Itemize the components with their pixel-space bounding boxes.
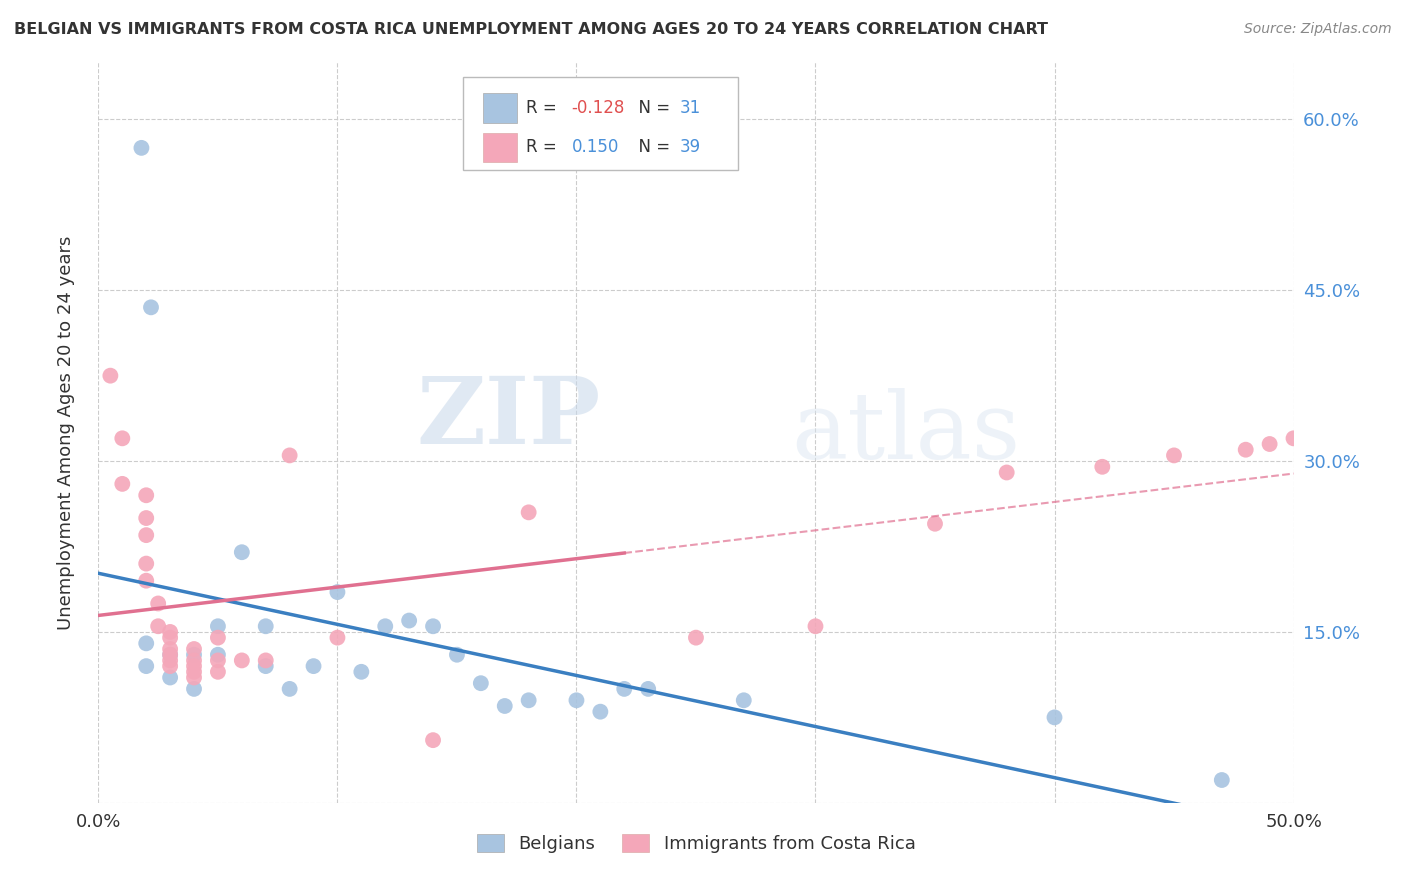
Point: [517, 505, 540, 519]
Point: [183, 653, 205, 667]
Text: BELGIAN VS IMMIGRANTS FROM COSTA RICA UNEMPLOYMENT AMONG AGES 20 TO 24 YEARS COR: BELGIAN VS IMMIGRANTS FROM COSTA RICA UN…: [14, 22, 1047, 37]
Point: [111, 476, 134, 491]
Point: [183, 681, 205, 696]
Point: [565, 693, 588, 707]
Point: [1091, 459, 1114, 474]
Point: [1282, 431, 1305, 445]
Text: N =: N =: [628, 138, 675, 156]
Point: [131, 141, 153, 155]
Point: [924, 516, 946, 531]
Point: [278, 681, 301, 696]
Point: [589, 705, 612, 719]
Point: [494, 698, 516, 713]
Point: [254, 653, 277, 667]
Point: [148, 619, 170, 633]
Point: [254, 659, 277, 673]
Point: [159, 642, 181, 657]
FancyBboxPatch shape: [463, 78, 738, 169]
Point: [207, 619, 229, 633]
Point: [302, 659, 325, 673]
Point: [278, 449, 301, 463]
Point: [517, 693, 540, 707]
Point: [135, 659, 157, 673]
Point: [637, 681, 659, 696]
Text: Source: ZipAtlas.com: Source: ZipAtlas.com: [1244, 22, 1392, 37]
Point: [207, 653, 229, 667]
Point: [159, 653, 181, 667]
Point: [207, 665, 229, 679]
Point: [183, 642, 205, 657]
Point: [1258, 437, 1281, 451]
Point: [231, 653, 253, 667]
Point: [207, 631, 229, 645]
Point: [1043, 710, 1066, 724]
Point: [98, 368, 122, 383]
Point: [422, 619, 444, 633]
Point: [111, 431, 134, 445]
Text: 0.150: 0.150: [572, 138, 619, 156]
Point: [1211, 772, 1233, 787]
Point: [159, 624, 181, 639]
Point: [148, 597, 170, 611]
Point: [422, 733, 444, 747]
Point: [733, 693, 755, 707]
Text: R =: R =: [526, 99, 562, 117]
Point: [326, 585, 349, 599]
Point: [159, 648, 181, 662]
Text: atlas: atlas: [792, 388, 1021, 477]
Point: [135, 511, 157, 525]
Point: [446, 648, 468, 662]
Text: N =: N =: [628, 99, 675, 117]
Point: [135, 557, 157, 571]
Point: [613, 681, 636, 696]
Point: [398, 614, 420, 628]
Point: [1234, 442, 1257, 457]
Text: -0.128: -0.128: [572, 99, 626, 117]
Point: [159, 631, 181, 645]
Point: [135, 636, 157, 650]
Point: [207, 648, 229, 662]
Point: [183, 671, 205, 685]
Legend: Belgians, Immigrants from Costa Rica: Belgians, Immigrants from Costa Rica: [470, 827, 922, 861]
Point: [159, 659, 181, 673]
Bar: [484, 133, 517, 162]
Point: [159, 648, 181, 662]
Point: [470, 676, 492, 690]
Point: [183, 665, 205, 679]
Point: [135, 488, 157, 502]
Text: ZIP: ZIP: [416, 373, 600, 463]
Text: 31: 31: [679, 99, 700, 117]
Point: [139, 301, 162, 315]
Point: [995, 466, 1018, 480]
Y-axis label: Unemployment Among Ages 20 to 24 years: Unemployment Among Ages 20 to 24 years: [56, 235, 75, 630]
Point: [183, 659, 205, 673]
Point: [804, 619, 827, 633]
Point: [374, 619, 396, 633]
Point: [231, 545, 253, 559]
Point: [159, 671, 181, 685]
Point: [685, 631, 707, 645]
Point: [326, 631, 349, 645]
Point: [254, 619, 277, 633]
Point: [183, 648, 205, 662]
Point: [350, 665, 373, 679]
Point: [135, 574, 157, 588]
Bar: [484, 94, 517, 123]
Point: [1163, 449, 1185, 463]
Text: R =: R =: [526, 138, 568, 156]
Point: [135, 528, 157, 542]
Text: 39: 39: [679, 138, 700, 156]
